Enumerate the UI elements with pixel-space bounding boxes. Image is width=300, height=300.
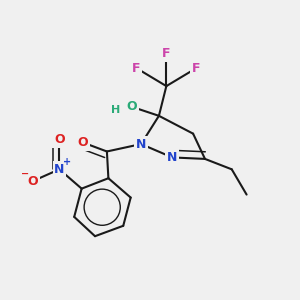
Text: N: N (136, 138, 146, 151)
Text: O: O (54, 133, 65, 146)
Text: N: N (167, 151, 178, 164)
Text: +: + (63, 157, 71, 167)
Text: F: F (162, 47, 171, 60)
Text: F: F (192, 62, 200, 75)
Text: H: H (111, 105, 120, 115)
Text: −: − (21, 169, 29, 179)
Text: O: O (127, 100, 137, 113)
Text: O: O (27, 175, 38, 188)
Text: F: F (132, 62, 141, 75)
Text: O: O (78, 136, 88, 149)
Text: N: N (54, 163, 64, 176)
